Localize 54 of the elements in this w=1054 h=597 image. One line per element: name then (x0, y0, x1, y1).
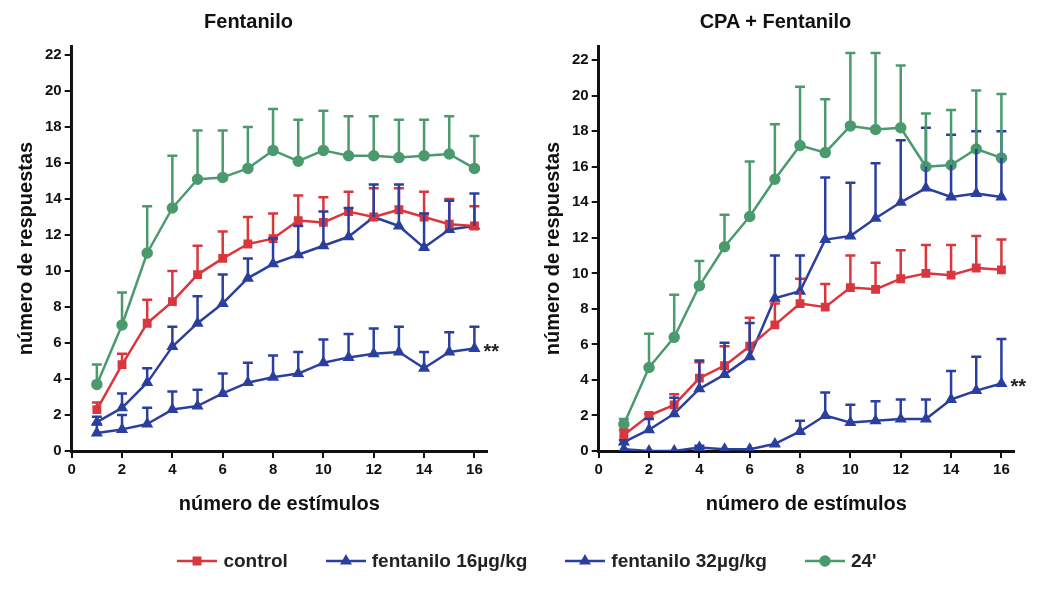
x-tick-label: 16 (993, 460, 1010, 478)
y-tick-label: 10 (45, 261, 62, 279)
x-tick-label: 12 (365, 460, 383, 478)
y-tick-label: 8 (580, 299, 589, 317)
y-tick-label: 14 (572, 192, 590, 210)
y-tick-label: 8 (53, 297, 62, 315)
y-tick-label: 10 (572, 263, 589, 281)
y-tick-label: 12 (572, 227, 589, 245)
x-tick-label: 14 (415, 460, 434, 478)
y-tick-label: 20 (572, 85, 589, 103)
x-axis-title: número de estímulos (705, 491, 907, 514)
y-tick-label: 6 (580, 334, 589, 352)
legend-label: fentanilo 16µg/kg (371, 550, 528, 572)
y-tick-label: 6 (53, 333, 62, 351)
x-tick-label: 0 (67, 460, 76, 478)
y-tick-label: 22 (572, 50, 589, 68)
x-tick-label: 10 (842, 460, 859, 478)
x-tick-label: 0 (594, 460, 603, 478)
y-tick-label: 16 (45, 153, 62, 171)
x-tick-label: 8 (268, 460, 278, 478)
x-tick-label: 8 (795, 460, 805, 478)
x-tick-label: 6 (745, 460, 754, 478)
legend-label: 24' (850, 550, 877, 572)
y-tick-label: 16 (572, 156, 589, 174)
x-tick-label: 16 (466, 460, 483, 478)
x-tick-label: 2 (644, 460, 654, 478)
y-tick-label: 0 (53, 441, 62, 459)
x-tick-label: 2 (117, 460, 127, 478)
legend-label: control (223, 550, 288, 572)
y-axis-title: número de respuestas (540, 141, 563, 356)
x-tick-label: 14 (942, 460, 961, 478)
y-axis-title: número de respuestas (13, 141, 36, 356)
annotation: ** (483, 339, 500, 362)
x-tick-label: 10 (315, 460, 332, 478)
y-tick-label: 4 (53, 369, 63, 387)
y-tick-label: 22 (45, 45, 62, 63)
chart-title: Fentanilo (204, 9, 293, 32)
x-axis-title: número de estímulos (178, 491, 380, 514)
chart-title: CPA + Fentanilo (699, 9, 852, 32)
x-tick-label: 4 (695, 460, 705, 478)
y-tick-label: 4 (580, 370, 590, 388)
x-tick-label: 12 (892, 460, 910, 478)
y-tick-label: 0 (580, 441, 589, 459)
annotation: ** (1010, 375, 1027, 398)
y-tick-label: 2 (580, 405, 589, 423)
y-tick-label: 2 (53, 405, 62, 423)
y-tick-label: 18 (572, 121, 589, 139)
y-tick-label: 20 (45, 81, 62, 99)
legend-label: fentanilo 32µg/kg (611, 550, 767, 572)
y-tick-label: 14 (45, 189, 63, 207)
x-tick-label: 6 (218, 460, 227, 478)
y-tick-label: 12 (45, 225, 62, 243)
x-tick-label: 4 (168, 460, 178, 478)
y-tick-label: 18 (45, 117, 62, 135)
